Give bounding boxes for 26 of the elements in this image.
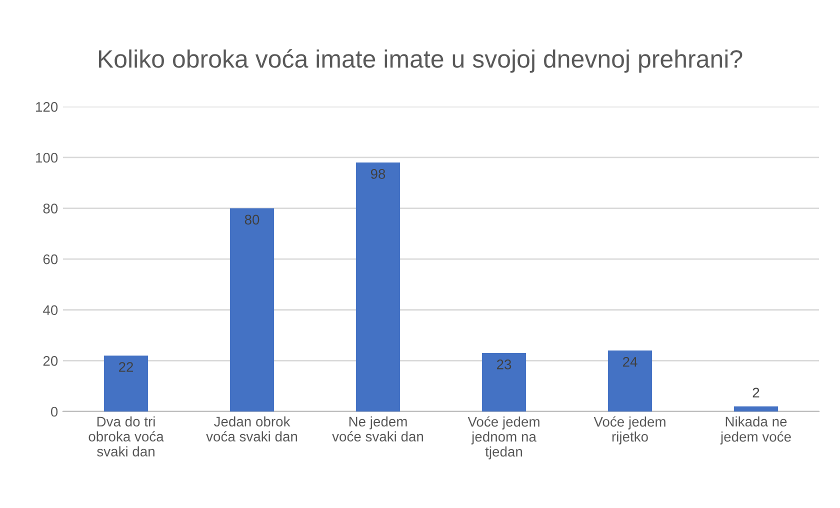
y-tick-label: 120 (36, 102, 58, 112)
y-tick-label: 100 (36, 152, 58, 163)
bar (104, 356, 148, 412)
data-label: 80 (244, 214, 260, 225)
y-tick-label: 0 (50, 406, 58, 417)
bar (608, 350, 652, 412)
y-tick-label: 80 (43, 204, 58, 214)
bar (230, 208, 274, 412)
bar (482, 353, 526, 412)
x-tick-label: Jedan obrok voća svaki dan (206, 416, 298, 442)
data-label: 22 (118, 362, 134, 372)
data-label: 24 (622, 356, 638, 367)
x-tick-label: Ne jedem voće svaki dan (332, 416, 424, 442)
y-tick-label: 20 (43, 356, 58, 366)
data-label: 98 (370, 169, 386, 179)
data-label: 23 (496, 360, 512, 370)
x-tick-label: Voće jedem rijetko (594, 416, 666, 444)
bar (356, 162, 400, 412)
bar (734, 406, 778, 412)
x-tick-label: Nikada ne jedem voće (720, 416, 791, 444)
y-tick-label: 40 (43, 305, 58, 316)
x-tick-label: Dva do tri obroka voća svaki dan (88, 416, 164, 456)
y-tick-label: 60 (43, 254, 58, 264)
chart-title: Koliko obroka voća imate imate u svojoj dnevnoj prehrani? (98, 49, 742, 73)
data-label: 2 (752, 388, 760, 398)
x-tick-label: Voće jedem jednom na tjedan (468, 416, 540, 460)
